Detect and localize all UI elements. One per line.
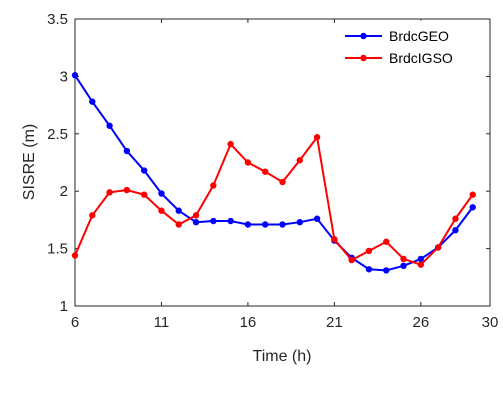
legend-label: BrdcGEO xyxy=(389,28,449,44)
axis-ticks: 6 11 16 21 26 30 1 1.5 2 2.5 3 3.5 xyxy=(47,11,498,331)
data-point xyxy=(452,227,459,234)
data-point xyxy=(158,207,165,214)
x-axis-label: Time (h) xyxy=(253,348,312,365)
data-point xyxy=(279,178,286,186)
data-point xyxy=(89,98,96,105)
series-group xyxy=(71,72,476,274)
data-point xyxy=(365,247,373,255)
data-point xyxy=(262,221,269,228)
data-point xyxy=(417,255,425,263)
legend-swatch-marker xyxy=(360,54,367,62)
y-tick-label: 3 xyxy=(60,68,68,85)
data-point xyxy=(279,221,286,228)
data-point xyxy=(158,190,165,197)
y-tick-label: 1.5 xyxy=(47,241,68,258)
legend: BrdcGEO BrdcIGSO xyxy=(336,20,488,72)
data-point xyxy=(365,266,373,273)
data-point xyxy=(452,215,459,222)
x-tick-label: 21 xyxy=(326,314,343,331)
data-point xyxy=(244,159,252,166)
data-point xyxy=(140,167,148,174)
series-brdcgeo xyxy=(71,72,476,274)
data-point xyxy=(140,191,148,198)
data-point xyxy=(383,238,390,245)
legend-box xyxy=(336,20,488,72)
y-axis-label: SISRE (m) xyxy=(21,124,38,200)
data-point xyxy=(296,218,303,226)
data-point xyxy=(106,189,113,196)
data-point xyxy=(434,244,442,251)
data-point xyxy=(210,217,217,225)
x-tick-label: 30 xyxy=(482,314,499,331)
data-point xyxy=(71,72,79,79)
data-point xyxy=(417,261,425,268)
x-tick-label: 11 xyxy=(154,314,170,331)
data-point xyxy=(192,212,200,219)
data-point xyxy=(296,157,303,164)
data-point xyxy=(227,217,234,225)
legend-label: BrdcIGSO xyxy=(389,50,453,66)
data-point xyxy=(227,140,234,148)
x-tick-label: 16 xyxy=(240,314,257,331)
data-point xyxy=(71,252,79,259)
data-point xyxy=(210,182,217,189)
data-point xyxy=(400,262,407,270)
data-point xyxy=(244,221,252,228)
data-point xyxy=(123,147,131,155)
x-tick-label: 26 xyxy=(412,314,429,331)
y-tick-label: 2 xyxy=(60,183,68,200)
data-point xyxy=(192,218,200,226)
data-point xyxy=(175,207,182,214)
y-tick-label: 1 xyxy=(60,298,68,315)
data-point xyxy=(123,186,131,194)
series-brdcigso xyxy=(71,134,476,268)
data-point xyxy=(331,236,338,243)
data-point xyxy=(348,256,355,264)
data-point xyxy=(313,215,321,222)
data-point xyxy=(400,255,407,263)
y-tick-label: 3.5 xyxy=(47,11,68,28)
data-point xyxy=(313,134,321,141)
legend-swatch-marker xyxy=(360,32,367,40)
data-point xyxy=(106,122,113,129)
data-point xyxy=(89,212,96,219)
x-tick-label: 6 xyxy=(71,314,79,331)
data-point xyxy=(469,191,476,198)
data-point xyxy=(175,221,182,228)
y-tick-label: 2.5 xyxy=(47,126,68,143)
data-point xyxy=(469,204,476,211)
data-point xyxy=(262,168,269,175)
data-point xyxy=(383,267,390,274)
